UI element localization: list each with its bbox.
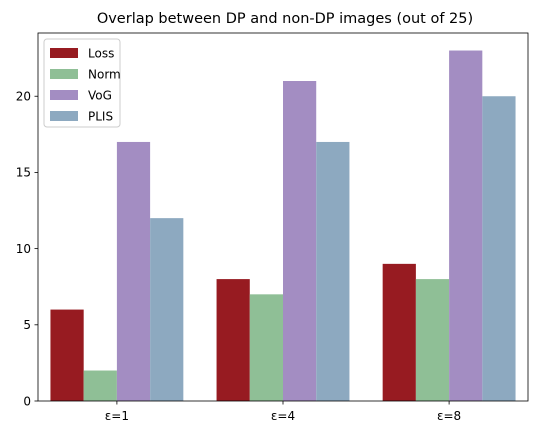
bar-norm-3: [415, 279, 450, 401]
legend-swatch-norm: [50, 69, 78, 79]
legend-box: [43, 38, 121, 128]
legend-swatch-loss: [50, 48, 78, 58]
legend-label-plis: PLIS: [88, 110, 113, 124]
legend-swatch-vog: [50, 90, 78, 100]
bar-norm-1: [83, 370, 117, 401]
chart-title: Overlap between DP and non-DP images (ou…: [97, 11, 473, 27]
bar-plis-3: [482, 96, 516, 401]
x-tick-label: ε=4: [271, 409, 295, 423]
legend-swatch-plis: [50, 111, 78, 121]
y-tick-label: 20: [16, 90, 31, 104]
legend-label-vog: VoG: [88, 89, 112, 103]
legend-label-norm: Norm: [88, 68, 121, 82]
bar-vog-3: [449, 50, 483, 402]
x-tick-label: ε=1: [105, 409, 129, 423]
x-tick-label: ε=8: [437, 409, 461, 423]
bar-plis-2: [316, 141, 350, 401]
bar-loss-1: [50, 309, 84, 401]
y-tick-label: 15: [16, 166, 31, 180]
axes-layer: 0 5 10 15 20 ε=1 ε=4 ε=8: [16, 32, 529, 423]
bar-norm-2: [249, 294, 283, 401]
legend-label-loss: Loss: [88, 47, 114, 61]
bar-loss-3: [382, 263, 416, 401]
bar-plis-1: [150, 218, 184, 401]
bar-vog-2: [283, 81, 317, 401]
y-tick-label: 10: [16, 242, 31, 256]
bars-layer: [50, 50, 516, 402]
bar-vog-1: [116, 141, 151, 401]
y-tick-label: 5: [23, 318, 31, 332]
y-tick-label: 0: [23, 394, 31, 408]
bar-loss-2: [216, 279, 250, 401]
legend: Loss Norm VoG PLIS: [43, 38, 121, 128]
